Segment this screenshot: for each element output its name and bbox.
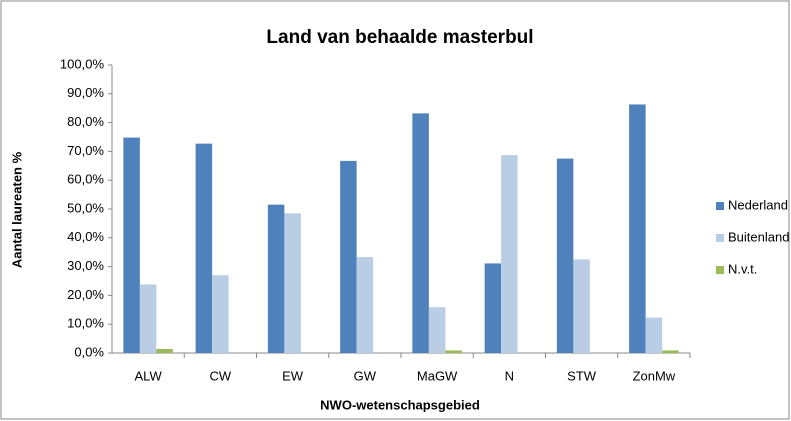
y-tick-label: 70,0% — [67, 143, 104, 158]
x-tick-label: ZonMw — [633, 368, 676, 383]
x-tick-label: ALW — [135, 368, 163, 383]
bar — [573, 259, 590, 353]
bar — [662, 350, 679, 353]
y-tick-label: 80,0% — [67, 114, 104, 129]
legend-label: Nederland — [728, 197, 788, 212]
bar — [195, 143, 213, 353]
bar — [501, 155, 518, 353]
bar — [156, 348, 173, 353]
bar — [645, 317, 663, 353]
y-tick-label: 90,0% — [67, 85, 104, 100]
legend-swatch — [716, 266, 724, 274]
y-tick-label: 50,0% — [67, 200, 104, 215]
bar — [340, 160, 357, 353]
chart-title: Land van behaalde masterbul — [266, 27, 533, 48]
bar — [267, 204, 285, 353]
x-tick-label: STW — [567, 368, 597, 383]
y-tick-label: 30,0% — [67, 258, 104, 273]
bar — [284, 213, 301, 353]
bar — [556, 158, 574, 353]
y-tick-label: 60,0% — [67, 172, 104, 187]
bar — [123, 137, 140, 353]
bar — [428, 307, 446, 353]
y-axis-title: Aantal laureaten % — [9, 151, 24, 268]
legend-swatch — [716, 234, 724, 242]
bar — [484, 263, 502, 353]
bar — [445, 350, 462, 353]
bar — [139, 284, 157, 353]
x-tick-label: GW — [354, 368, 377, 383]
legend-label: Buitenland — [728, 229, 789, 244]
bar — [212, 275, 229, 353]
y-tick-label: 0,0% — [74, 344, 104, 359]
bar — [412, 113, 429, 353]
y-tick-label: 10,0% — [67, 316, 104, 331]
legend-swatch — [716, 202, 724, 210]
x-tick-label: MaGW — [417, 368, 458, 383]
x-tick-label: N — [505, 368, 514, 383]
legend-label: N.v.t. — [728, 261, 757, 276]
x-axis-title: NWO-wetenschapsgebied — [320, 397, 480, 412]
y-tick-label: 20,0% — [67, 287, 104, 302]
bar — [356, 257, 374, 353]
y-tick-label: 40,0% — [67, 229, 104, 244]
x-tick-label: EW — [282, 368, 304, 383]
x-tick-label: CW — [210, 368, 232, 383]
y-tick-label: 100,0% — [60, 56, 105, 71]
bar — [629, 104, 646, 354]
